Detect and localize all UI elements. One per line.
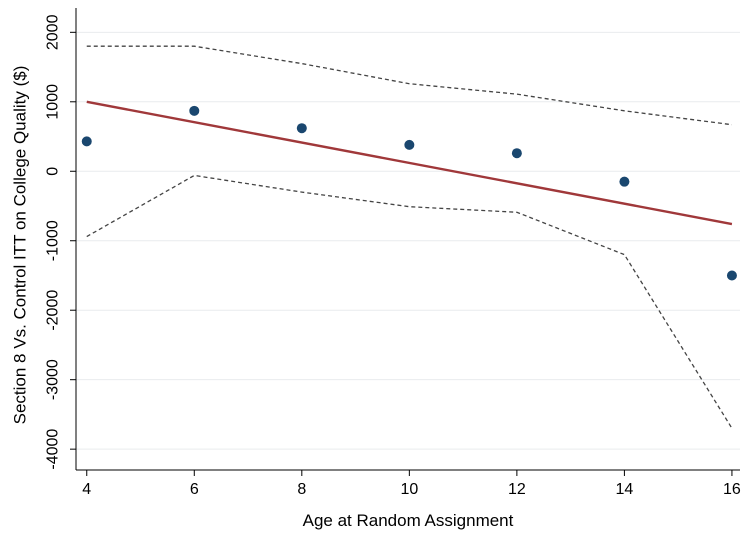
x-tick-label-2: 8 [297,481,306,498]
y-axis-title: Section 8 Vs. Control ITT on College Qua… [11,66,30,425]
fit-line-1 [86,100,733,226]
data-point-1 [189,105,200,116]
y-tick-label-6: 2000 [45,14,62,50]
y-tick-label-0: -4000 [45,429,62,470]
x-tick-label-5: 14 [616,481,634,498]
data-point-5 [619,176,630,187]
axis-labels: Age at Random Assignment Section 8 Vs. C… [11,66,514,530]
x-tick-label-0: 4 [82,481,91,498]
y-tick-label-4: 0 [45,167,62,176]
y-tick-label-5: 1000 [45,84,62,120]
data-point-0 [81,136,92,147]
gridlines [76,31,740,450]
data-point-4 [511,148,522,159]
y-tick-label-1: -3000 [45,359,62,400]
x-axis-title: Age at Random Assignment [303,511,514,530]
x-tick-label-6: 16 [723,481,741,498]
data-point-6 [726,270,737,281]
axes: -4000 -3000 -2000 -1000 0 1000 2000 4 6 8 10 12 14 16 [45,8,741,498]
y-tick-label-3: -1000 [45,220,62,261]
data-point-2 [296,123,307,134]
confidence-band-line-2 [86,45,733,126]
x-tick-label-4: 12 [508,481,526,498]
x-tick-label-1: 6 [190,481,199,498]
plot-area [81,45,737,429]
y-tick-label-2: -2000 [45,290,62,331]
x-tick-label-3: 10 [400,481,418,498]
data-point-3 [404,139,415,150]
